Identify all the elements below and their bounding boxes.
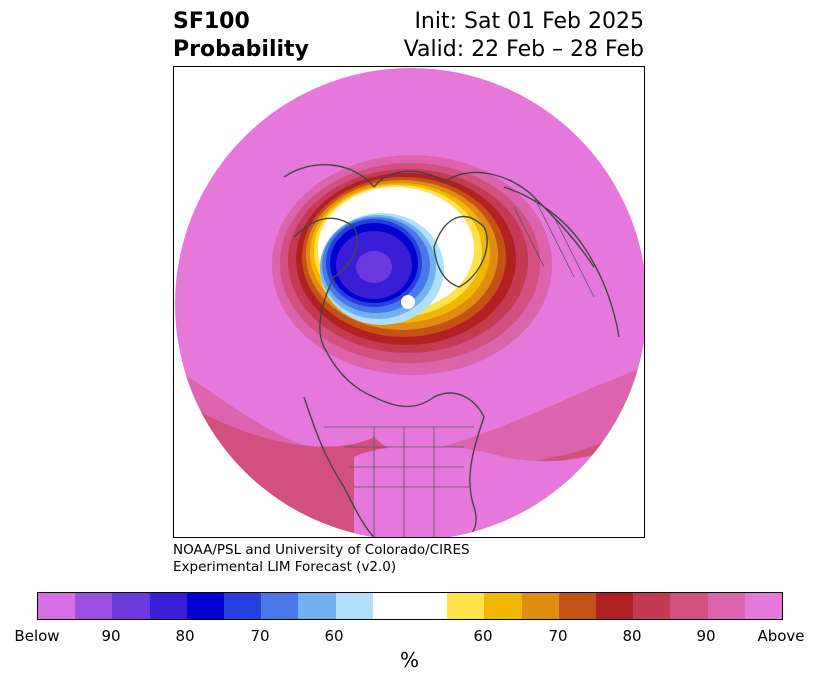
- state-borders: [344, 427, 469, 537]
- coastline-pacific: [303, 396, 375, 537]
- coastline-arctic: [283, 164, 595, 268]
- coastline-atlantic: [468, 416, 485, 537]
- credit-line-1: NOAA/PSL and University of Colorado/CIRE…: [173, 542, 470, 558]
- colorbar-segment: [447, 593, 485, 619]
- colorbar-segment: [707, 593, 745, 619]
- colorbar-segment: [633, 593, 671, 619]
- colorbar-segment: [484, 593, 522, 619]
- colorbar-segment: [261, 593, 299, 619]
- political-borders: [324, 196, 595, 537]
- colorbar-segment: [149, 593, 187, 619]
- colorbar-segment: [112, 593, 150, 619]
- colorbar-tick-label: 80: [175, 627, 195, 645]
- colorbar-segment: [410, 593, 448, 619]
- colorbar-tick-label: 80: [622, 627, 642, 645]
- probability-map: [173, 66, 645, 538]
- colorbar-tick-label: 90: [696, 627, 716, 645]
- colorbar-segment: [596, 593, 634, 619]
- valid-range: Valid: 22 Feb – 28 Feb: [403, 37, 644, 62]
- init-date: Init: Sat 01 Feb 2025: [414, 9, 644, 34]
- colorbar-segment: [521, 593, 559, 619]
- coastlines: [283, 164, 620, 537]
- colorbar-segment: [298, 593, 336, 619]
- colorbar-tick-label: Below: [14, 627, 60, 645]
- colorbar-segment: [224, 593, 262, 619]
- eurasia-borders: [513, 196, 595, 298]
- colorbar-tick-label: Above: [757, 627, 805, 645]
- colorbar-tick-label: 70: [548, 627, 568, 645]
- chart-title: SF100 Probability: [173, 8, 309, 64]
- coastline-hudson: [323, 346, 485, 418]
- title-product: Probability: [173, 37, 309, 62]
- colorbar-segment: [335, 593, 373, 619]
- pole-marker: [401, 295, 415, 309]
- coastline-west-canada: [293, 217, 358, 348]
- colorbar-unit-label: %: [399, 648, 419, 672]
- colorbar-segment: [372, 593, 411, 619]
- map-svg: [175, 68, 644, 537]
- colorbar-segment: [75, 593, 113, 619]
- colorbar-segment: [186, 593, 225, 619]
- colorbar-tick-label: 90: [101, 627, 121, 645]
- field-conus-pink: [354, 445, 644, 537]
- colorbar-tick-label: 60: [324, 627, 344, 645]
- colorbar-segment: [744, 593, 783, 619]
- colorbar-tick-label: 60: [473, 627, 493, 645]
- probability-field: [175, 68, 644, 537]
- colorbar-segment: [670, 593, 708, 619]
- colorbar: [37, 592, 783, 620]
- colorbar-tick-label: 70: [250, 627, 270, 645]
- colorbar-segment: [558, 593, 597, 619]
- title-variable: SF100: [173, 9, 250, 34]
- coastline-greenland: [433, 216, 488, 288]
- forecast-dates: Init: Sat 01 Feb 2025 Valid: 22 Feb – 28…: [404, 8, 644, 64]
- coastline-eurasia: [503, 186, 620, 338]
- credit-line-2: Experimental LIM Forecast (v2.0): [173, 559, 397, 575]
- colorbar-segment: [38, 593, 76, 619]
- field-blue-90: [356, 251, 392, 283]
- credit-text: NOAA/PSL and University of Colorado/CIRE…: [173, 542, 470, 576]
